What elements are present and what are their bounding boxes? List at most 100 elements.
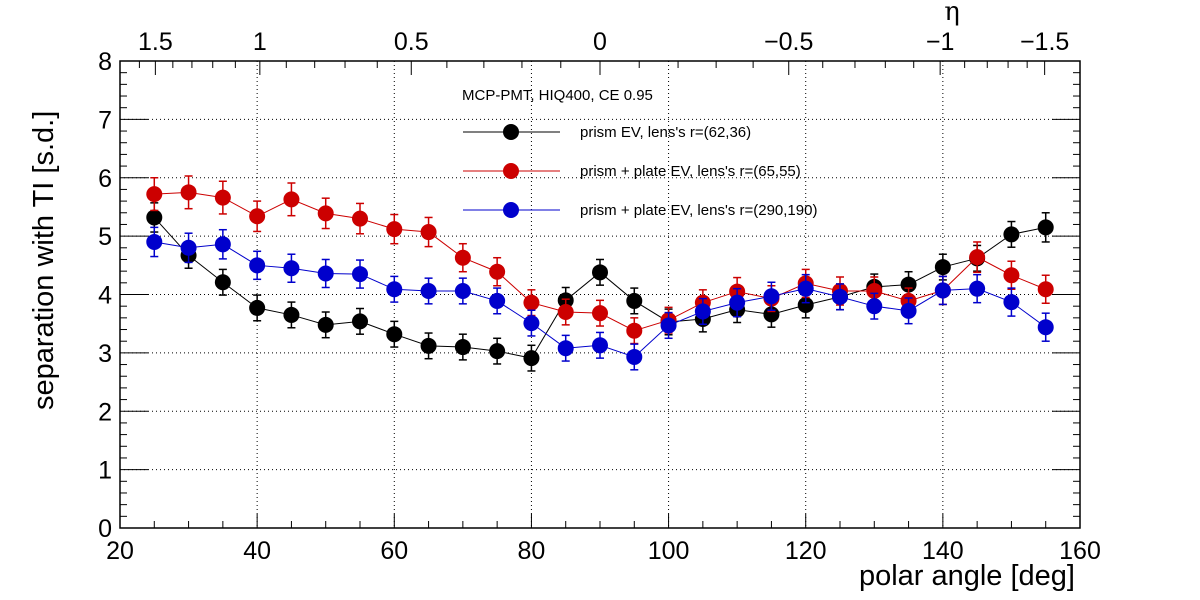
data-point xyxy=(352,266,368,283)
data-point xyxy=(283,191,300,208)
legend-entry: prism + plate EV, lens's r=(290,190) xyxy=(463,202,817,219)
top-tick-label: 1.5 xyxy=(138,28,173,56)
data-point xyxy=(557,304,574,321)
data-point xyxy=(934,282,951,299)
data-point xyxy=(523,315,540,332)
data-point xyxy=(420,224,437,241)
top-tick-label: 1 xyxy=(253,28,267,56)
data-point xyxy=(249,299,266,316)
data-point xyxy=(489,292,506,309)
data-point xyxy=(214,236,231,253)
data-point xyxy=(146,233,163,250)
data-point xyxy=(489,343,506,360)
data-point xyxy=(420,337,437,354)
data-point xyxy=(797,297,814,314)
data-point xyxy=(454,282,471,299)
x-tick-label: 160 xyxy=(1059,537,1101,565)
data-point xyxy=(317,265,334,282)
data-point xyxy=(386,326,403,343)
data-point xyxy=(352,210,368,227)
data-point xyxy=(214,189,231,206)
top-axis-title: η xyxy=(944,0,960,27)
y-tick-label: 2 xyxy=(98,398,112,426)
data-point xyxy=(626,292,643,309)
data-point xyxy=(969,249,986,266)
x-tick-label: 100 xyxy=(648,537,690,565)
y-tick-label: 3 xyxy=(98,340,112,368)
data-point xyxy=(523,294,540,311)
data-point xyxy=(523,350,540,367)
top-tick-label: −1.5 xyxy=(1020,28,1069,56)
top-tick-label: 0 xyxy=(593,28,607,56)
data-point xyxy=(592,337,608,354)
y-tick-label: 4 xyxy=(98,282,112,310)
data-point xyxy=(386,281,403,298)
data-point xyxy=(626,348,643,365)
data-point xyxy=(557,340,574,357)
series-layer xyxy=(146,175,1054,372)
y-tick-label: 1 xyxy=(98,457,112,485)
series-2 xyxy=(146,226,1054,371)
axis-ticks xyxy=(119,60,1081,529)
data-point xyxy=(592,305,608,322)
x-tick-label: 20 xyxy=(106,537,134,565)
data-point xyxy=(317,205,334,222)
legend-marker xyxy=(503,202,519,218)
data-point xyxy=(1003,294,1020,311)
data-point xyxy=(454,339,471,356)
x-tick-label: 120 xyxy=(785,537,827,565)
data-point xyxy=(900,302,917,319)
x-tick-label: 60 xyxy=(380,537,408,565)
data-point xyxy=(249,208,266,225)
y-tick-label: 7 xyxy=(98,106,112,134)
data-point xyxy=(1003,267,1020,284)
legend-entry: prism EV, lens's r=(62,36) xyxy=(463,124,751,141)
y-tick-label: 0 xyxy=(98,515,112,543)
data-point xyxy=(352,313,368,330)
data-point xyxy=(249,257,266,274)
data-point xyxy=(866,298,883,315)
data-point xyxy=(763,288,780,305)
data-point xyxy=(1037,219,1054,236)
y-tick-label: 6 xyxy=(98,165,112,193)
top-tick-label: −0.5 xyxy=(764,28,813,56)
data-point xyxy=(489,263,506,280)
legend-label: prism + plate EV, lens's r=(290,190) xyxy=(580,202,817,219)
x-tick-label: 40 xyxy=(243,537,271,565)
data-point xyxy=(146,186,163,203)
data-point xyxy=(866,282,883,299)
data-point xyxy=(1037,319,1054,336)
x-tick-label: 140 xyxy=(922,537,964,565)
data-point xyxy=(146,209,163,226)
data-point xyxy=(1003,226,1020,243)
x-axis-title: polar angle [deg] xyxy=(859,560,1075,592)
data-point xyxy=(214,274,231,291)
data-point xyxy=(592,264,608,281)
legend-label: prism EV, lens's r=(62,36) xyxy=(580,124,751,141)
data-point xyxy=(317,316,334,333)
data-point xyxy=(454,249,471,266)
legend-label: prism + plate EV, lens's r=(65,55) xyxy=(580,163,801,180)
data-point xyxy=(969,280,986,297)
data-point xyxy=(386,221,403,238)
tick-labels: 20 40 60 80 100 120 140 160 0 1 2 3 4 5 6 7 8 1.5 1 0.5 0 −0.… xyxy=(98,28,1101,565)
data-point xyxy=(283,260,300,277)
top-tick-label: 0.5 xyxy=(394,28,429,56)
legend-marker xyxy=(503,124,519,140)
data-point xyxy=(832,288,848,305)
top-tick-label: −1 xyxy=(926,28,955,56)
legend-entry: prism + plate EV, lens's r=(65,55) xyxy=(463,163,801,180)
data-point xyxy=(934,259,951,276)
data-point xyxy=(660,317,677,334)
data-point xyxy=(180,239,197,256)
y-tick-label: 8 xyxy=(98,48,112,76)
legend-marker xyxy=(503,163,519,179)
legend-header: MCP-PMT, HIQ400, CE 0.95 xyxy=(462,87,653,104)
data-point xyxy=(626,322,643,339)
data-point xyxy=(283,306,300,323)
data-point xyxy=(729,294,746,311)
data-point xyxy=(180,184,197,201)
x-tick-label: 80 xyxy=(518,537,546,565)
data-point xyxy=(694,303,711,320)
